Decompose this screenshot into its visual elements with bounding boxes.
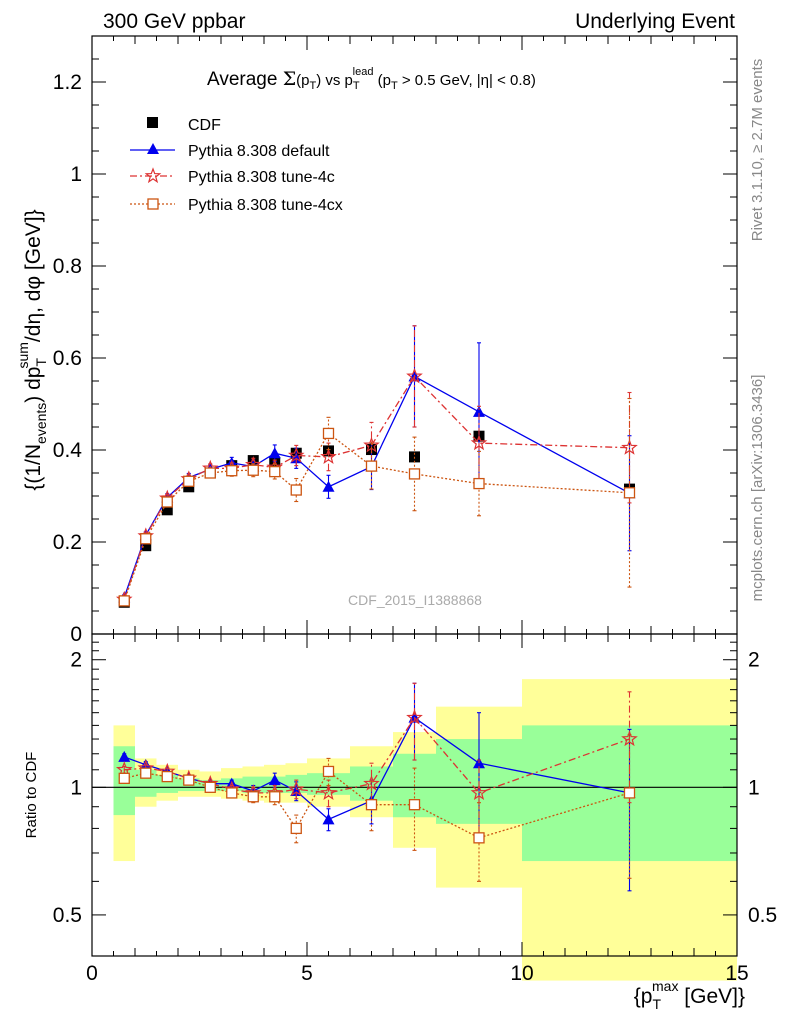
main-point-tune4cx-10 <box>365 460 378 472</box>
main-point-default-12 <box>473 405 485 417</box>
header-right: Underlying Event <box>575 10 735 33</box>
main-y-tick-label-0: 0 <box>70 623 82 646</box>
ratio-point-tune4cx-10 <box>365 799 378 811</box>
legend-marker-cdf <box>147 117 158 128</box>
main-point-tune4cx-1 <box>140 533 152 545</box>
ratio-point-tune4c-12 <box>470 784 488 800</box>
main-point-default-9 <box>322 480 335 492</box>
ratio-point-tune4c-11 <box>406 708 423 725</box>
legend: CDF Pythia 8.308 default Pythia 8.308 tu… <box>130 117 343 214</box>
main-point-tune4cx-6 <box>247 464 259 476</box>
x-tick-label-15: 15 <box>725 962 748 985</box>
main-y-tick-label-1: 1 <box>70 163 82 186</box>
main-line-tune4c <box>123 375 630 600</box>
x-tick-label-10: 10 <box>510 962 533 985</box>
legend-marker-default <box>147 143 159 154</box>
ratio-y-axis-label: Ratio to CDF <box>23 752 40 839</box>
main-point-tune4cx-11 <box>408 468 421 480</box>
main-point-tune4cx-0 <box>118 595 130 607</box>
main-point-cdf-7 <box>269 456 281 468</box>
ratio-point-tune4cx-2 <box>161 770 173 783</box>
ratio-point-tune4cx-13 <box>623 787 636 799</box>
header-left: 300 GeV ppbar <box>103 10 245 33</box>
plot-title: Average Σ(pT) vs pTlead (pT > 0.5 GeV, |… <box>207 66 536 92</box>
ratio-point-tune4cx-3 <box>183 774 195 786</box>
legend-marker-tune4cx <box>147 198 159 210</box>
ratio-point-tune4cx-4 <box>204 781 216 793</box>
legend-label-cdf: CDF <box>188 117 221 134</box>
rivet-version-label: Rivet 3.1.10, ≥ 2.7M events <box>749 59 766 242</box>
ratio-point-default-9 <box>322 813 335 825</box>
x-tick-label-0: 0 <box>86 962 98 985</box>
ratio-y-tick-label-left-1: 1 <box>70 776 82 799</box>
ratio-y-tick-label-right-2: 2 <box>748 649 760 672</box>
main-point-cdf-1 <box>140 540 152 552</box>
ratio-point-tune4cx-12 <box>473 832 485 844</box>
main-point-tune4cx-4 <box>204 467 216 479</box>
ratio-y-tick-label-right-0.5: 0.5 <box>748 904 777 927</box>
ratio-point-tune4cx-11 <box>408 799 421 811</box>
mcplots-label: mcplots.cern.ch [arXiv:1306.3436] <box>749 375 766 602</box>
ratio-point-tune4c-8 <box>287 780 305 797</box>
main-point-cdf-2 <box>161 504 173 516</box>
analysis-watermark: CDF_2015_I1388868 <box>348 592 482 608</box>
ratio-point-default-0 <box>118 750 131 762</box>
main-y-tick-label-0.8: 0.8 <box>53 255 82 278</box>
ratio-point-tune4cx-7 <box>269 791 281 803</box>
main-point-tune4cx-12 <box>473 477 485 490</box>
main-point-tune4cx-8 <box>290 484 302 496</box>
ratio-point-tune4cx-8 <box>290 822 302 835</box>
ratio-point-tune4c-9 <box>320 784 337 800</box>
ratio-point-default-8 <box>290 785 303 797</box>
main-point-tune4cx-3 <box>183 475 195 487</box>
main-point-tune4c-8 <box>287 446 305 463</box>
main-line-default <box>123 375 630 598</box>
x-tick-label-5: 5 <box>301 962 313 985</box>
main-point-tune4c-12 <box>470 434 488 451</box>
main-line-tune4cx <box>123 432 630 602</box>
main-y-tick-label-0.6: 0.6 <box>53 347 82 370</box>
ratio-y-tick-label-right-1: 1 <box>748 776 760 799</box>
ratio-point-tune4cx-0 <box>118 772 130 784</box>
main-y-tick-label-1.2: 1.2 <box>53 71 82 94</box>
main-point-tune4cx-9 <box>322 427 335 440</box>
plot-layer: 0 5 10 15 0 0.2 0.4 0.6 0.8 1 1.2 0.5 0.5 1 1 2 2 <box>53 35 777 985</box>
ratio-point-tune4cx-5 <box>226 787 238 799</box>
legend-label-default: Pythia 8.308 default <box>188 143 330 160</box>
main-y-tick-label-0.4: 0.4 <box>53 439 83 462</box>
legend-label-tune4c: Pythia 8.308 tune-4c <box>188 169 335 186</box>
legend-marker-tune4c <box>144 167 162 184</box>
ratio-y-tick-label-left-0.5: 0.5 <box>53 904 82 927</box>
ratio-y-tick-label-left-2: 2 <box>70 649 82 672</box>
main-point-tune4c-11 <box>406 367 423 384</box>
main-y-tick-label-0.2: 0.2 <box>53 531 82 554</box>
main-point-tune4cx-7 <box>269 465 281 478</box>
main-point-tune4cx-5 <box>226 465 238 477</box>
main-point-tune4cx-2 <box>161 496 173 508</box>
main-y-axis-label: {(1/Nevents) dpTsum/dη, dφ [GeV]} <box>15 209 49 490</box>
ratio-point-tune4cx-6 <box>247 791 259 803</box>
x-axis-label: {pTmax [GeV]} <box>634 978 745 1012</box>
legend-label-tune4cx: Pythia 8.308 tune-4cx <box>188 197 343 214</box>
main-point-default-7 <box>268 447 281 459</box>
ratio-point-tune4cx-9 <box>322 765 335 778</box>
main-point-tune4c-9 <box>320 448 337 465</box>
main-point-tune4cx-13 <box>623 487 636 499</box>
ratio-point-default-7 <box>268 774 281 786</box>
ratio-point-tune4cx-1 <box>140 767 152 779</box>
